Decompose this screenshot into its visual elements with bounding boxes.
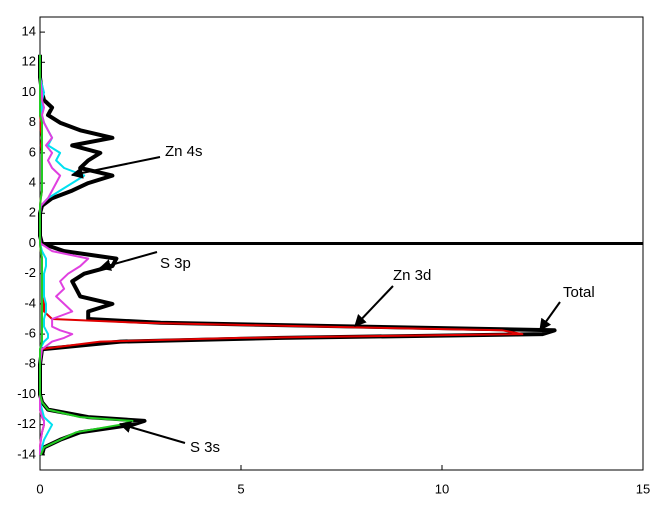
y-tick-label: -8 [24, 356, 36, 371]
annotation: Zn 4s [165, 143, 203, 160]
dos-curve [38, 54, 557, 456]
annotation-arrow [354, 285, 394, 327]
annotation-arrow [98, 251, 158, 271]
y-tick-label: 4 [29, 175, 36, 190]
y-tick-label: 2 [29, 205, 36, 220]
x-tick-label: 5 [237, 481, 244, 496]
annotation-arrow [118, 421, 186, 444]
y-tick-label: 0 [29, 235, 36, 250]
annotation-arrow [539, 301, 561, 331]
annotation: S 3p [160, 255, 191, 272]
y-tick-label: 6 [29, 144, 36, 159]
dos-curve [39, 54, 524, 455]
y-tick-label: 10 [22, 84, 36, 99]
dos-curve [39, 54, 134, 456]
y-tick-label: 14 [22, 24, 36, 39]
annotation: Total [563, 284, 595, 301]
x-tick-label: 0 [36, 481, 43, 496]
y-tick-label: -6 [24, 326, 36, 341]
annotation: S 3s [190, 439, 220, 456]
y-tick-label: -12 [17, 416, 36, 431]
x-tick-label: 10 [435, 481, 449, 496]
y-tick-label: -4 [24, 295, 36, 310]
y-tick-label: 12 [22, 54, 36, 69]
y-tick-label: -10 [17, 386, 36, 401]
x-tick-label: 15 [636, 481, 650, 496]
y-tick-label: 8 [29, 114, 36, 129]
y-tick-label: -14 [17, 446, 36, 461]
annotation: Zn 3d [393, 267, 431, 284]
annotation-arrow [70, 156, 161, 179]
y-tick-label: -2 [24, 265, 36, 280]
